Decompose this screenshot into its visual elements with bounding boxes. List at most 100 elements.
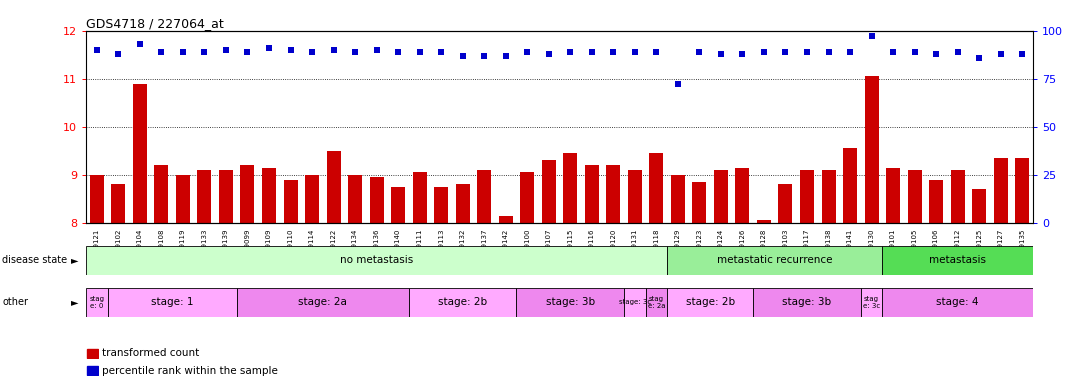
Text: no metastasis: no metastasis [340, 255, 413, 265]
Bar [284, 180, 297, 223]
Point [454, 53, 471, 59]
Point [368, 47, 385, 53]
Bar [865, 76, 878, 223]
Bar [753, 288, 861, 317]
Point [669, 81, 686, 88]
Bar [409, 288, 516, 317]
Point [196, 49, 213, 55]
Bar [111, 184, 125, 223]
Bar [564, 153, 577, 223]
Bar [263, 167, 275, 223]
Point [884, 49, 902, 55]
Point [734, 51, 751, 57]
Point [153, 49, 170, 55]
Point [433, 49, 450, 55]
Bar [973, 189, 986, 223]
Text: disease state: disease state [2, 255, 68, 265]
Point [282, 47, 299, 53]
Point [497, 53, 514, 59]
Point [777, 49, 794, 55]
Point [971, 55, 988, 61]
Point [583, 49, 600, 55]
Bar [758, 220, 770, 223]
Text: stag
e: 3c: stag e: 3c [863, 296, 880, 309]
Bar [1016, 158, 1030, 223]
Bar [908, 170, 921, 223]
Bar [413, 172, 426, 223]
Text: other: other [2, 297, 28, 308]
Point [174, 49, 192, 55]
Text: stage: 2b: stage: 2b [685, 297, 735, 308]
Text: stage: 3b: stage: 3b [782, 297, 832, 308]
Point [390, 49, 407, 55]
Bar [882, 288, 1033, 317]
Text: GDS4718 / 227064_at: GDS4718 / 227064_at [86, 17, 224, 30]
Text: stage: 2b: stage: 2b [438, 297, 487, 308]
Bar [86, 246, 667, 275]
Bar [240, 165, 254, 223]
Bar [930, 180, 943, 223]
Bar [456, 184, 469, 223]
Bar [155, 165, 168, 223]
Bar [994, 158, 1007, 223]
Bar [887, 167, 900, 223]
Bar [822, 170, 835, 223]
Bar [306, 175, 320, 223]
Point [906, 49, 923, 55]
Bar [478, 170, 491, 223]
Point [648, 49, 665, 55]
Point [303, 49, 321, 55]
Point [88, 47, 105, 53]
Point [540, 51, 557, 57]
Bar [435, 187, 448, 223]
Point [755, 49, 773, 55]
Text: transformed count: transformed count [102, 348, 199, 358]
Point [928, 51, 945, 57]
Bar [198, 170, 211, 223]
Point [476, 53, 493, 59]
Point [691, 49, 708, 55]
Point [519, 49, 536, 55]
Text: metastatic recurrence: metastatic recurrence [717, 255, 833, 265]
Bar [671, 175, 684, 223]
Point [863, 33, 880, 40]
Point [1014, 51, 1031, 57]
Bar [87, 366, 98, 375]
Bar [585, 165, 598, 223]
Bar [175, 175, 189, 223]
Bar [624, 288, 646, 317]
Point [411, 49, 428, 55]
Bar [646, 288, 667, 317]
Bar [693, 182, 707, 223]
Bar [86, 288, 108, 317]
Text: stage: 1: stage: 1 [151, 297, 194, 308]
Point [239, 49, 256, 55]
Text: stage: 3c: stage: 3c [619, 300, 651, 305]
Bar [132, 84, 146, 223]
Bar [89, 175, 103, 223]
Bar [108, 288, 237, 317]
Text: stage: 4: stage: 4 [936, 297, 979, 308]
Bar [736, 167, 749, 223]
Bar [779, 184, 793, 223]
Point [798, 49, 816, 55]
Text: stag
e: 0: stag e: 0 [89, 296, 104, 309]
Bar [667, 288, 753, 317]
Point [949, 49, 966, 55]
Bar [801, 170, 813, 223]
Text: stage: 3b: stage: 3b [546, 297, 595, 308]
Text: stag
e: 2a: stag e: 2a [648, 296, 665, 309]
Point [346, 49, 364, 55]
Point [562, 49, 579, 55]
Point [260, 45, 278, 51]
Bar [882, 246, 1033, 275]
Point [820, 49, 837, 55]
Point [712, 51, 730, 57]
Bar [667, 246, 882, 275]
Point [605, 49, 622, 55]
Bar [542, 161, 555, 223]
Bar [951, 170, 964, 223]
Bar [844, 148, 856, 223]
Point [841, 49, 859, 55]
Point [131, 41, 148, 47]
